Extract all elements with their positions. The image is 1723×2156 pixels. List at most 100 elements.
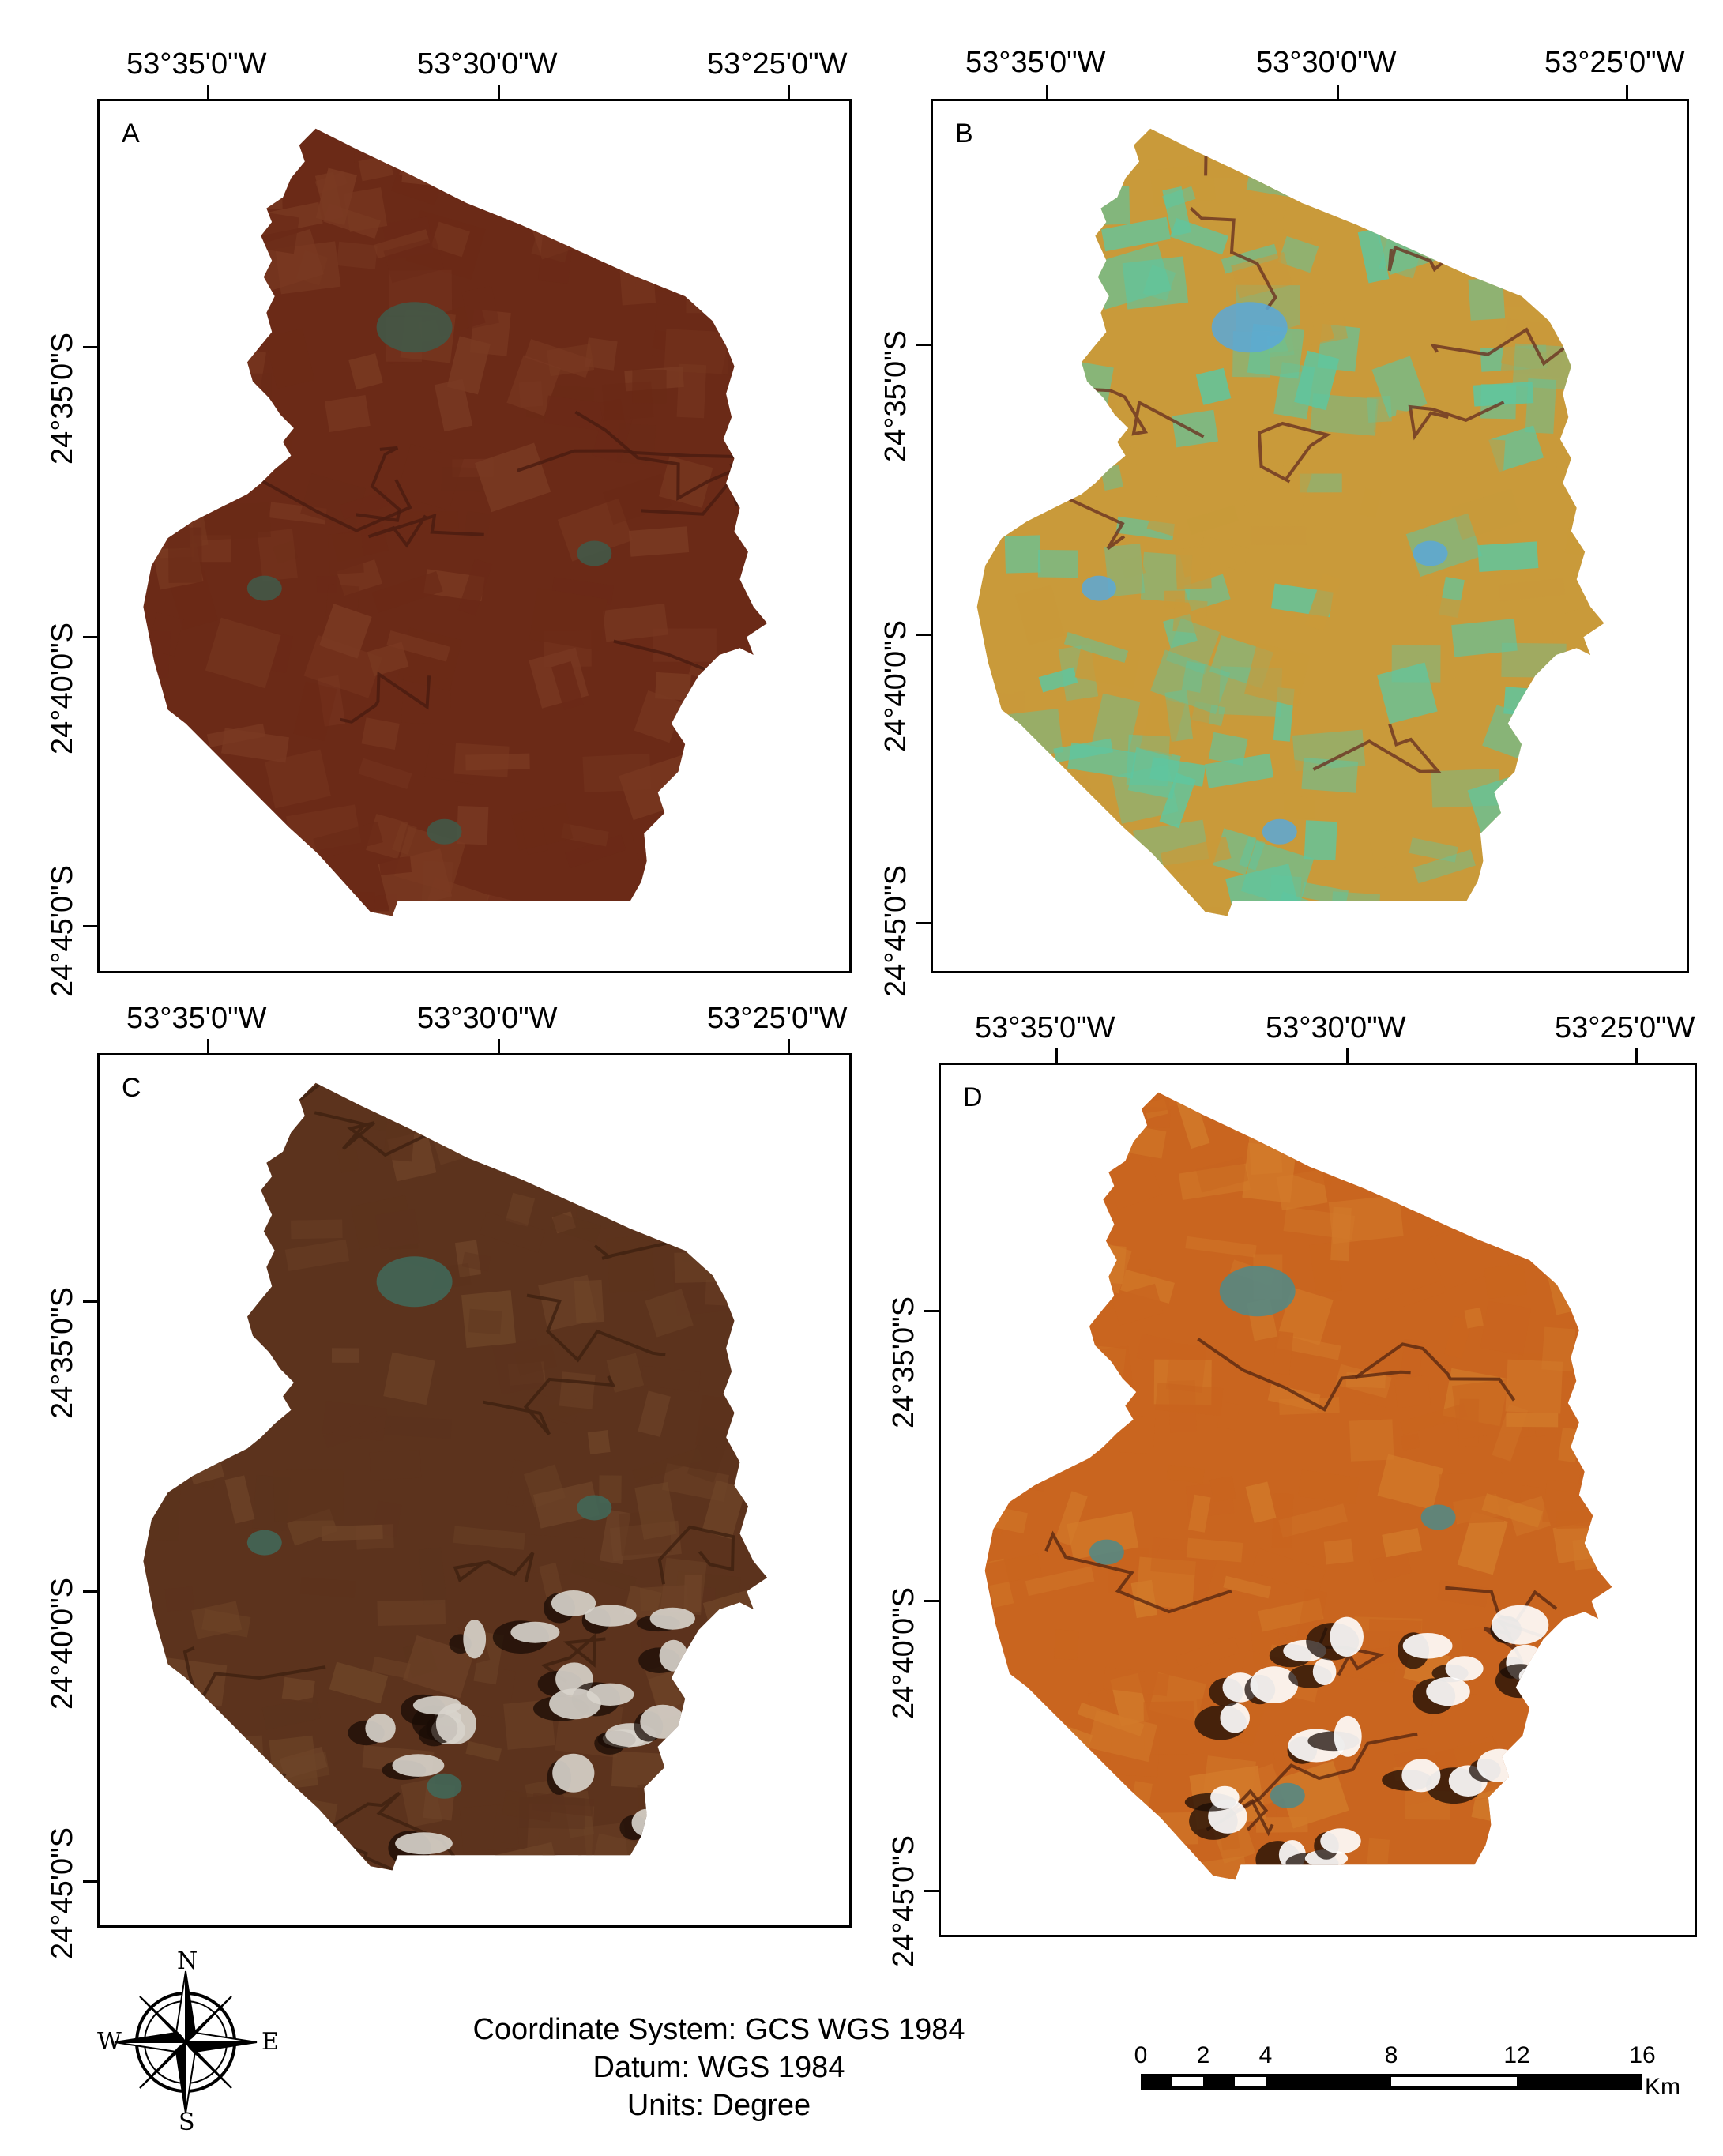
cloud bbox=[1402, 1633, 1453, 1659]
field-patch bbox=[811, 1530, 849, 1560]
field-patch bbox=[807, 254, 849, 291]
field-patch bbox=[1413, 145, 1434, 164]
field-patch bbox=[402, 511, 459, 530]
field-patch bbox=[1399, 591, 1463, 622]
field-patch bbox=[758, 1082, 768, 1094]
field-patch bbox=[525, 339, 593, 378]
field-patch bbox=[399, 128, 458, 182]
field-patch bbox=[457, 559, 493, 616]
tick-mark bbox=[924, 1600, 939, 1602]
lat-label: 24°40'0"S bbox=[887, 1587, 920, 1719]
field-patch bbox=[143, 393, 149, 430]
urban-area bbox=[246, 1530, 282, 1556]
field-patch bbox=[561, 822, 609, 847]
field-patch bbox=[164, 913, 231, 916]
field-patch bbox=[711, 894, 768, 916]
field-patch bbox=[551, 661, 584, 710]
field-patch bbox=[983, 954, 1036, 971]
drainage-line bbox=[483, 1375, 616, 1435]
field-patch bbox=[261, 213, 300, 254]
field-patch bbox=[1649, 371, 1687, 396]
lon-label: 53°25'0"W bbox=[707, 1002, 848, 1035]
field-patch bbox=[384, 1415, 453, 1439]
field-patch bbox=[551, 1211, 576, 1234]
field-patch bbox=[457, 806, 489, 845]
field-patch bbox=[1096, 1112, 1130, 1157]
lon-label: 53°35'0"W bbox=[965, 46, 1106, 79]
tick-mark bbox=[924, 1310, 939, 1312]
field-patch bbox=[940, 141, 969, 157]
field-patch bbox=[1278, 1503, 1348, 1538]
field-patch bbox=[518, 1797, 585, 1830]
drainage-line bbox=[1606, 1329, 1612, 1389]
field-patch bbox=[1651, 1132, 1695, 1154]
field-patch bbox=[200, 502, 271, 540]
field-patch bbox=[686, 1838, 755, 1871]
field-patch bbox=[534, 1394, 580, 1425]
field-patch bbox=[1465, 195, 1506, 220]
field-patch bbox=[1190, 699, 1212, 725]
field-patch bbox=[1391, 645, 1441, 683]
field-patch bbox=[616, 180, 656, 205]
field-patch bbox=[784, 1753, 841, 1778]
field-patch bbox=[1356, 1925, 1384, 1935]
field-patch bbox=[1685, 468, 1687, 510]
field-patch bbox=[243, 1830, 312, 1863]
field-patch bbox=[284, 1239, 350, 1271]
field-patch bbox=[1168, 1380, 1197, 1433]
field-patch bbox=[1656, 444, 1687, 479]
field-patch bbox=[653, 628, 717, 662]
field-patch bbox=[1271, 1493, 1294, 1548]
field-patch bbox=[805, 205, 849, 250]
cloud bbox=[1334, 1715, 1362, 1757]
field-patch bbox=[1176, 1636, 1240, 1673]
field-patch bbox=[1637, 1804, 1695, 1866]
field-patch bbox=[1004, 535, 1041, 574]
field-patch bbox=[1298, 1469, 1360, 1505]
field-patch bbox=[1556, 457, 1604, 473]
field-patch bbox=[1575, 1789, 1607, 1813]
field-patch bbox=[1364, 926, 1437, 969]
field-patch bbox=[291, 1219, 343, 1240]
field-patch bbox=[1328, 1195, 1404, 1244]
field-patch bbox=[1103, 1666, 1170, 1697]
lon-label: 53°30'0"W bbox=[417, 1002, 558, 1035]
field-patch bbox=[1574, 168, 1604, 222]
field-patch bbox=[571, 1900, 630, 1925]
field-patch bbox=[739, 1719, 768, 1773]
urban-area bbox=[1262, 818, 1297, 845]
field-patch bbox=[1188, 1494, 1211, 1533]
field-patch bbox=[143, 1390, 205, 1444]
field-patch bbox=[705, 1279, 766, 1308]
field-patch bbox=[529, 588, 608, 651]
field-patch bbox=[1683, 890, 1687, 920]
lat-label: 24°45'0"S bbox=[879, 865, 912, 997]
field-patch bbox=[337, 241, 378, 269]
field-patch bbox=[1040, 968, 1068, 971]
field-patch bbox=[1560, 909, 1604, 916]
tick-mark bbox=[83, 925, 97, 927]
field-patch bbox=[461, 285, 499, 329]
field-patch bbox=[1029, 1823, 1054, 1852]
field-patch bbox=[1277, 1760, 1349, 1829]
field-patch bbox=[1512, 343, 1580, 391]
field-patch bbox=[173, 893, 236, 916]
lat-label: 24°35'0"S bbox=[879, 330, 912, 462]
tick-mark bbox=[1055, 1048, 1058, 1063]
field-patch bbox=[1638, 422, 1687, 491]
field-patch bbox=[1053, 1107, 1115, 1131]
field-patch bbox=[166, 1162, 212, 1213]
field-patch bbox=[1201, 153, 1253, 179]
field-patch bbox=[1685, 1707, 1695, 1748]
field-patch bbox=[1209, 1476, 1236, 1503]
field-patch bbox=[1392, 409, 1462, 448]
field-patch bbox=[1054, 1629, 1079, 1661]
field-patch bbox=[495, 1106, 547, 1140]
field-patch bbox=[371, 1656, 411, 1679]
field-patch bbox=[766, 808, 768, 854]
field-patch bbox=[143, 1379, 167, 1397]
drainage-line bbox=[356, 446, 401, 522]
drainage-line bbox=[1257, 421, 1331, 484]
field-patch bbox=[645, 224, 724, 291]
field-patch bbox=[634, 690, 684, 743]
